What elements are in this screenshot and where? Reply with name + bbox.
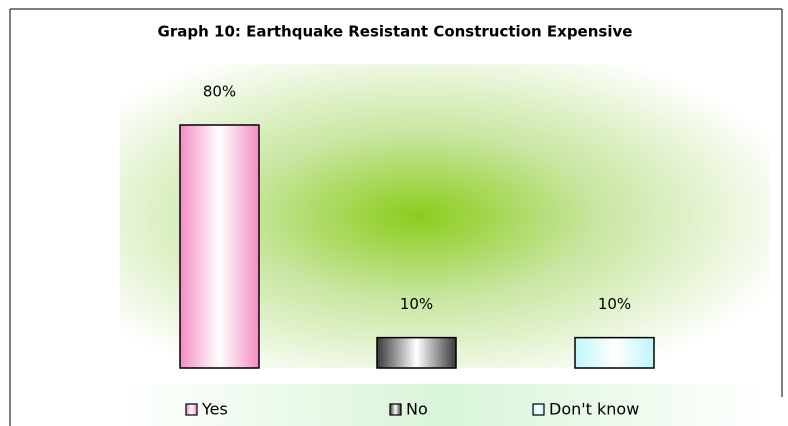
bar	[179, 124, 260, 369]
bar	[376, 336, 457, 369]
legend-swatch	[532, 403, 545, 416]
data-label: 10%	[400, 295, 433, 313]
legend-label: Yes	[201, 400, 228, 419]
legend-swatch	[185, 403, 198, 416]
legend-label: Don't know	[549, 400, 639, 419]
bar	[574, 336, 655, 369]
legend-label: No	[406, 400, 428, 419]
chart-title: Graph 10: Earthquake Resistant Construct…	[158, 23, 633, 41]
legend-area	[120, 384, 770, 426]
legend-swatch	[389, 403, 402, 416]
data-label: 80%	[203, 83, 236, 101]
data-label: 10%	[598, 295, 631, 313]
